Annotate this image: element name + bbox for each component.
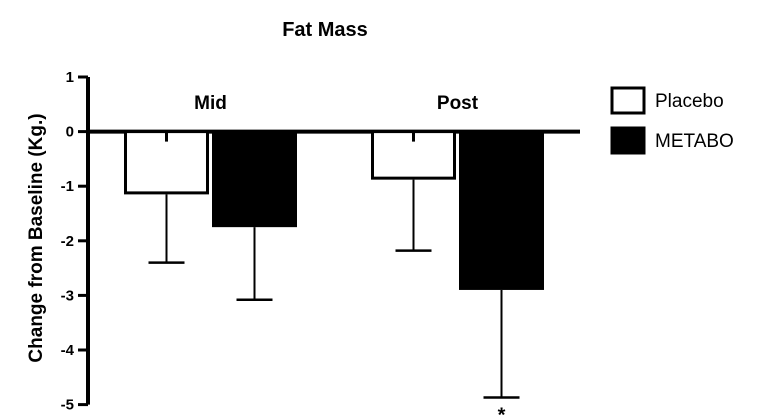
y-axis-label: Change from Baseline (Kg.) <box>26 113 47 362</box>
y-tick-label: -3 <box>61 287 74 304</box>
significance-marker: * <box>498 405 506 417</box>
y-tick-label: 1 <box>66 69 74 86</box>
legend-swatch-placebo <box>610 86 646 115</box>
bar-metabo-post <box>459 130 544 290</box>
chart-title: Fat Mass <box>282 19 368 41</box>
category-label: Mid <box>194 93 227 114</box>
category-label: Post <box>437 93 479 114</box>
y-tick-label: -1 <box>61 178 74 195</box>
y-tick-label: 0 <box>66 124 74 141</box>
legend: Placebo METABO <box>610 86 734 155</box>
y-tick-label: -2 <box>61 233 74 250</box>
plot-area: 1 0 -1 -2 -3 -4 -5 Mid Post * <box>61 69 580 417</box>
bar-placebo-mid <box>124 130 209 195</box>
legend-label-metabo: METABO <box>655 131 734 152</box>
legend-swatch-metabo <box>610 126 646 155</box>
bar-metabo-mid <box>212 130 297 228</box>
legend-label-placebo: Placebo <box>655 91 724 112</box>
y-tick-label: -4 <box>61 342 75 359</box>
y-tick-label: -5 <box>61 397 74 414</box>
